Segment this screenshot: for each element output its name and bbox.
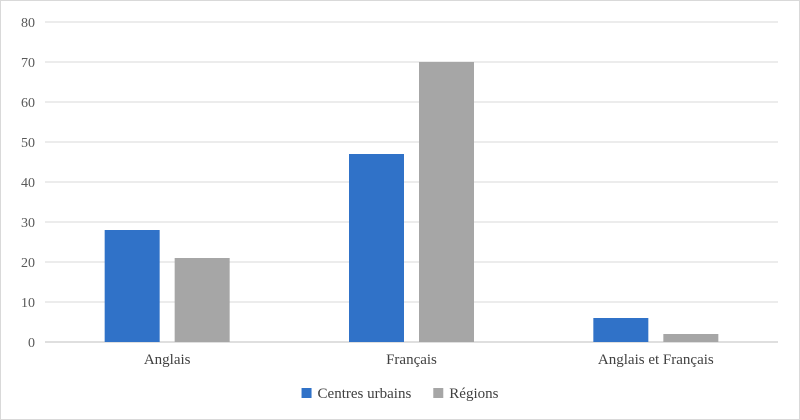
y-tick-label: 10 [21, 296, 35, 311]
bar [174, 258, 230, 342]
bar [349, 154, 404, 342]
y-tick-label: 0 [28, 336, 35, 351]
x-tick-label: Anglais et Français [598, 352, 714, 368]
y-tick-label: 80 [21, 16, 35, 31]
y-tick-label: 50 [21, 136, 35, 151]
y-tick-label: 60 [21, 96, 35, 111]
bar [419, 62, 474, 342]
y-tick-label: 70 [21, 56, 35, 71]
legend-label: Régions [449, 386, 498, 402]
legend-swatch [301, 388, 312, 398]
legend-swatch [433, 388, 444, 398]
bar [593, 318, 649, 342]
bar [663, 334, 719, 342]
bar [104, 230, 160, 342]
legend-label: Centres urbains [318, 386, 412, 402]
x-tick-label: Anglais [144, 352, 191, 368]
y-tick-label: 40 [21, 176, 35, 191]
y-tick-label: 20 [21, 256, 35, 271]
y-tick-label: 30 [21, 216, 35, 231]
x-tick-label: Français [386, 352, 437, 368]
